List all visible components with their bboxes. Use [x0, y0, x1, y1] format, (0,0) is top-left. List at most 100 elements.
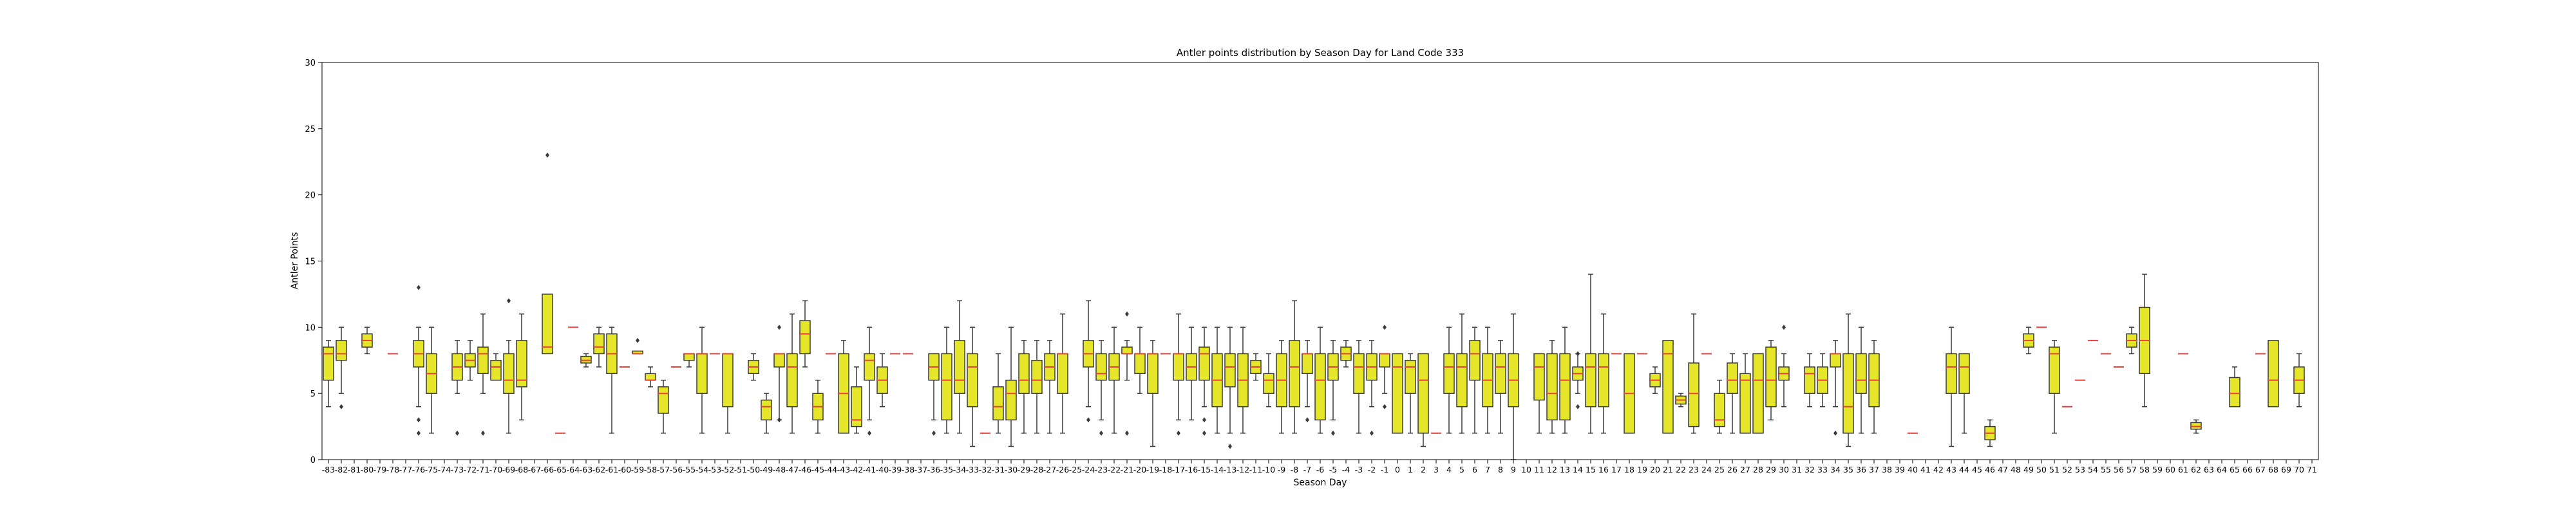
x-tick-label: 44 [1959, 465, 1969, 474]
box-group [1264, 353, 1274, 406]
box-group [942, 327, 952, 433]
x-tick-label: 57 [2126, 465, 2137, 474]
box-group [2294, 353, 2304, 406]
x-tick-label: -82 [335, 465, 348, 474]
x-tick-label: -4 [1342, 465, 1350, 474]
y-axis: 051015202530 [305, 59, 322, 465]
x-tick-label: -41 [863, 465, 876, 474]
box-group [1032, 341, 1042, 433]
x-tick-label: -53 [708, 465, 721, 474]
x-tick-label: -47 [786, 465, 799, 474]
outlier-point [1177, 431, 1180, 436]
x-tick-label: -42 [850, 465, 863, 474]
box-group [1946, 327, 1956, 446]
box-group [1985, 420, 1995, 446]
box-group [1341, 341, 1351, 367]
box [2230, 377, 2240, 406]
x-tick-label: -63 [580, 465, 592, 474]
x-tick-label: -55 [683, 465, 696, 474]
y-tick-label: 0 [310, 456, 316, 465]
x-tick-label: 11 [1534, 465, 1544, 474]
box-group [2268, 341, 2278, 407]
box-group [851, 367, 862, 433]
box [1959, 353, 1969, 393]
box-group [1817, 353, 1828, 406]
x-tick-label: -32 [979, 465, 992, 474]
box-group [516, 314, 527, 420]
box [851, 387, 862, 427]
box-group [2230, 367, 2240, 407]
x-tick-label: 59 [2152, 465, 2163, 474]
x-tick-label: -1 [1381, 465, 1388, 474]
x-axis-label: Season Day [1294, 478, 1347, 488]
box-group [1328, 341, 1338, 436]
box-group [504, 298, 514, 433]
x-tick-label: 56 [2114, 465, 2124, 474]
outlier-point [1331, 431, 1335, 436]
outlier-point [417, 285, 421, 290]
x-tick-label: 17 [1611, 465, 1622, 474]
box-group [787, 314, 797, 433]
box-group [1186, 327, 1197, 420]
x-tick-label: -74 [438, 465, 451, 474]
x-tick-label: 0 [1395, 465, 1400, 474]
box-group [1560, 327, 1570, 433]
box-group [1573, 351, 1583, 409]
x-tick-label: 15 [1586, 465, 1596, 474]
x-tick-label: -39 [889, 465, 902, 474]
x-tick-label: -56 [670, 465, 683, 474]
box-group [1689, 314, 1699, 433]
x-tick-label: -71 [477, 465, 489, 474]
outlier-point [507, 298, 511, 303]
box [1495, 353, 1506, 393]
x-tick-label: -10 [1262, 465, 1275, 474]
box-group [362, 327, 372, 353]
box [1586, 353, 1596, 406]
box-group [877, 353, 887, 406]
box-group [1869, 341, 1879, 433]
x-tick-label: -46 [799, 465, 811, 474]
x-tick-label: -31 [992, 465, 1005, 474]
box-group [929, 353, 939, 435]
x-tick-label: -3 [1355, 465, 1363, 474]
box-group [1766, 341, 1776, 420]
x-tick-label: 66 [2242, 465, 2253, 474]
box [2268, 341, 2278, 407]
x-tick-label: 18 [1624, 465, 1634, 474]
x-tick-label: -59 [631, 465, 644, 474]
y-tick-label: 15 [305, 258, 316, 267]
x-tick-label: -70 [489, 465, 502, 474]
box [1225, 353, 1235, 386]
box-group [323, 341, 334, 407]
x-tick-label: -60 [618, 465, 631, 474]
x-tick-label: 12 [1547, 465, 1557, 474]
x-tick-label: -12 [1236, 465, 1249, 474]
box-group [594, 327, 604, 367]
box-group [2049, 341, 2060, 433]
x-tick-label: -64 [567, 465, 580, 474]
box-group [813, 380, 823, 433]
box [1534, 353, 1544, 400]
outlier-point [636, 338, 639, 343]
x-tick-label: -81 [348, 465, 361, 474]
x-tick-label: -29 [1018, 465, 1030, 474]
x-tick-label: -18 [1159, 465, 1172, 474]
x-tick-label: -9 [1278, 465, 1286, 474]
box-group [2126, 327, 2137, 353]
x-tick-label: -50 [747, 465, 760, 474]
box-group [1598, 314, 1609, 433]
x-tick-label: -27 [1043, 465, 1056, 474]
box-group [645, 367, 656, 387]
box [478, 347, 488, 373]
y-tick-label: 25 [305, 125, 316, 135]
x-tick-label: -21 [1121, 465, 1133, 474]
box [1457, 353, 1467, 406]
box [1689, 363, 1699, 427]
x-tick-label: 8 [1498, 465, 1503, 474]
x-tick-label: 67 [2255, 465, 2266, 474]
outlier-point [1086, 417, 1090, 422]
x-tick-label: -26 [1056, 465, 1069, 474]
x-tick-label: 4 [1446, 465, 1452, 474]
x-tick-label: -62 [592, 465, 605, 474]
box [1727, 363, 1738, 393]
